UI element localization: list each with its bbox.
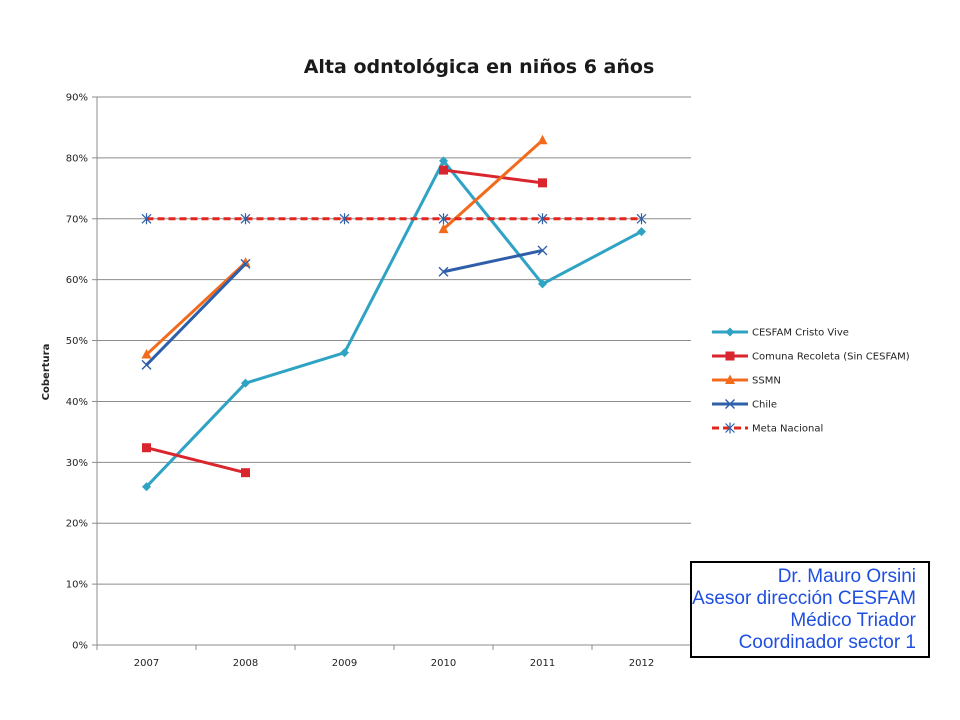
series-line (442, 139, 544, 231)
legend-entry: Comuna Recoleta (Sin CESFAM) (712, 351, 910, 363)
data-point (141, 349, 152, 359)
data-point (538, 178, 547, 188)
data-point (438, 266, 449, 277)
y-tick-label: 10% (66, 580, 88, 591)
data-point (240, 258, 251, 269)
y-axis-ticks: 0% 10% 20% 30% 40% 50% 60% 70% 80% 90% (66, 93, 88, 652)
x-tick-label: 2011 (530, 658, 555, 669)
data-point (438, 213, 449, 225)
signature-name: Dr. Mauro Orsini (777, 565, 916, 587)
signature-title: Médico Triador (790, 609, 916, 631)
data-point (439, 156, 448, 166)
y-tick-label: 0% (72, 641, 88, 652)
legend-label: SSMN (752, 376, 781, 387)
y-tick-label: 20% (66, 519, 88, 530)
legend: CESFAM Cristo Vive Comuna Recoleta (Sin C… (712, 327, 910, 435)
series-line (443, 248, 543, 274)
legend-label: CESFAM Cristo Vive (752, 328, 849, 339)
legend-marker (725, 422, 735, 434)
data-point (141, 359, 152, 370)
series-layer (141, 134, 647, 492)
series-1 (142, 165, 547, 478)
series-3 (141, 245, 548, 370)
signature-sector: Coordinador sector 1 (738, 631, 916, 653)
legend-marker (725, 351, 735, 361)
data-point (636, 213, 647, 225)
data-point (538, 279, 547, 289)
y-tick-label: 30% (66, 458, 88, 469)
series-0 (142, 156, 646, 492)
x-axis-ticks: 2007 2008 2009 2010 2011 2012 (96, 645, 692, 669)
series-line (145, 262, 247, 366)
data-point (340, 348, 349, 358)
series-line (145, 159, 643, 488)
y-axis-label: Cobertura (41, 344, 52, 401)
data-point (241, 378, 250, 388)
signature-role: Asesor dirección CESFAM (692, 587, 916, 609)
legend-marker (725, 399, 735, 409)
data-point (141, 213, 152, 225)
series-2 (141, 134, 548, 359)
y-tick-label: 40% (66, 397, 88, 408)
data-point (537, 245, 548, 256)
x-tick-label: 2012 (629, 658, 654, 669)
x-tick-label: 2008 (233, 658, 258, 669)
series-line (146, 446, 246, 475)
legend-label: Meta Nacional (752, 424, 823, 435)
series-line (443, 168, 543, 185)
legend-entry: Chile (712, 399, 777, 411)
legend-entry: CESFAM Cristo Vive (712, 327, 849, 339)
y-tick-label: 90% (66, 93, 88, 104)
legend-label: Chile (752, 400, 777, 411)
data-point (537, 213, 548, 225)
x-tick-label: 2010 (431, 658, 456, 669)
series-line (145, 261, 247, 356)
legend-marker (725, 374, 735, 384)
series-4 (141, 213, 647, 225)
data-point (439, 165, 448, 175)
legend-entry: Meta Nacional (712, 422, 823, 435)
data-point (142, 482, 151, 492)
data-point (240, 213, 251, 225)
y-tick-label: 70% (66, 214, 88, 225)
legend-marker (725, 327, 735, 337)
data-point (537, 134, 548, 145)
y-tick-label: 50% (66, 336, 88, 347)
x-tick-label: 2007 (134, 658, 159, 669)
gridlines (92, 96, 691, 646)
data-point (241, 468, 250, 478)
legend-label: Comuna Recoleta (Sin CESFAM) (752, 352, 910, 363)
x-tick-label: 2009 (332, 658, 357, 669)
legend-entry: SSMN (712, 374, 781, 387)
data-point (240, 257, 251, 267)
data-point (438, 223, 449, 234)
data-point (339, 213, 350, 225)
chart-title: Alta odntológica en niños 6 años (304, 56, 655, 78)
y-tick-label: 60% (66, 275, 88, 286)
y-tick-label: 80% (66, 153, 88, 164)
signature-box: Dr. Mauro Orsini Asesor dirección CESFAM… (690, 561, 930, 658)
data-point (637, 227, 646, 237)
data-point (142, 443, 151, 453)
